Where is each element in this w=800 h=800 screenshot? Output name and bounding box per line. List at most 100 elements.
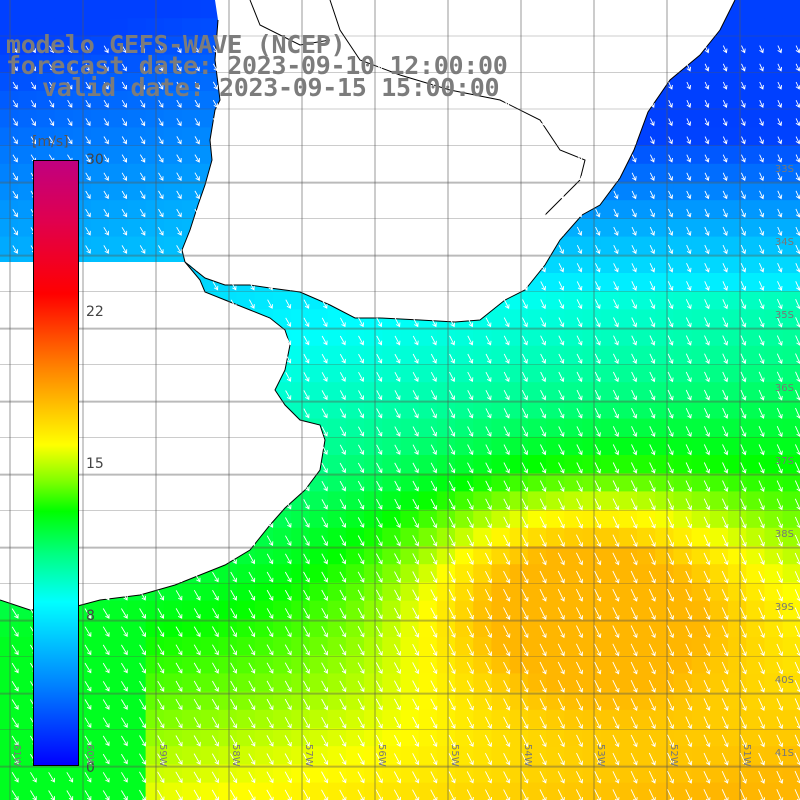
wind-arrow [248, 499, 256, 510]
wind-arrow [576, 208, 583, 218]
wind-speed-cell [291, 309, 310, 329]
wind-speed-cell [455, 728, 474, 747]
wind-arrow [667, 643, 675, 657]
wind-arrow [449, 190, 455, 200]
wind-arrow [412, 607, 420, 620]
wind-arrow [248, 372, 255, 382]
wind-speed-cell [709, 546, 729, 565]
wind-speed-cell [400, 491, 420, 511]
wind-speed-cell [527, 291, 547, 310]
wind-arrow [704, 100, 710, 108]
wind-arrow [504, 190, 510, 200]
wind-speed-cell [491, 309, 511, 329]
wind-arrow [339, 753, 347, 766]
wind-speed-cell [600, 364, 620, 383]
wind-speed-cell [782, 145, 800, 165]
wind-speed-cell [491, 618, 511, 638]
wind-speed-cell [509, 728, 529, 747]
wind-arrow [558, 208, 564, 218]
wind-arrow [211, 735, 219, 747]
wind-speed-cell [782, 527, 800, 547]
wind-arrow [321, 553, 328, 565]
wind-speed-cell [418, 400, 438, 420]
wind-speed-cell [564, 691, 583, 711]
wind-arrow [686, 45, 692, 54]
wind-speed-cell [564, 364, 583, 383]
wind-arrow [667, 389, 674, 401]
wind-arrow [157, 680, 165, 692]
longitude-label: 56W [376, 744, 387, 767]
wind-speed-cell [618, 400, 638, 420]
wind-speed-cell [509, 345, 529, 365]
wind-arrow [485, 244, 492, 255]
wind-speed-cell [145, 72, 165, 92]
wind-arrow [303, 172, 310, 182]
wind-speed-cell [709, 655, 729, 674]
wind-speed-cell [600, 436, 620, 456]
wind-speed-cell [418, 600, 438, 620]
wind-arrow [413, 117, 419, 127]
wind-speed-cell [564, 509, 583, 529]
wind-speed-cell [473, 418, 492, 438]
wind-speed-cell [564, 782, 583, 800]
wind-arrow [777, 100, 783, 108]
wind-speed-cell [473, 509, 492, 529]
wind-arrow [194, 335, 201, 346]
wind-speed-cell [728, 564, 747, 583]
wind-arrow [121, 190, 128, 200]
wind-arrow [85, 99, 91, 108]
wind-arrow [612, 680, 620, 693]
wind-arrow [140, 118, 146, 127]
wind-arrow [612, 426, 620, 438]
wind-arrow [449, 353, 456, 364]
wind-speed-cell [673, 418, 693, 438]
wind-arrow [685, 299, 692, 310]
wind-speed-cell [728, 673, 747, 693]
wind-speed-cell [691, 218, 711, 238]
wind-arrow [503, 734, 511, 748]
wind-speed-cell [163, 655, 183, 674]
wind-speed-cell [109, 691, 128, 711]
wind-arrow [231, 45, 237, 54]
wind-arrow [339, 644, 347, 656]
wind-speed-cell [637, 564, 656, 583]
wind-arrow [66, 772, 74, 783]
wind-arrow [612, 716, 620, 730]
wind-arrow [49, 100, 55, 108]
wind-speed-cell [655, 218, 674, 238]
wind-arrow [412, 535, 420, 547]
wind-arrow [595, 172, 601, 181]
wind-speed-cell [364, 491, 383, 511]
wind-speed-cell [546, 673, 565, 693]
wind-arrow [248, 535, 256, 547]
wind-arrow [358, 281, 364, 291]
wind-speed-cell [600, 582, 620, 602]
wind-speed-cell [436, 673, 456, 693]
wind-speed-cell [163, 673, 183, 693]
wind-speed-cell [691, 291, 711, 310]
wind-arrow [539, 570, 547, 584]
wind-arrow [685, 389, 692, 401]
wind-speed-cell [18, 91, 37, 110]
wind-arrow [230, 481, 237, 492]
wind-speed-cell [691, 618, 711, 638]
wind-speed-cell [637, 182, 656, 201]
wind-arrow [740, 534, 747, 547]
wind-speed-cell [382, 491, 401, 511]
wind-arrow [158, 154, 164, 163]
wind-speed-cell [618, 236, 638, 256]
wind-arrow [139, 680, 147, 692]
wind-speed-cell [709, 418, 729, 438]
wind-arrow [722, 81, 728, 90]
wind-speed-cell [564, 291, 583, 310]
wind-speed-cell [473, 382, 492, 401]
wind-arrow [230, 717, 238, 729]
wind-speed-cell [109, 0, 128, 19]
wind-arrow [376, 154, 382, 163]
wind-arrow [776, 734, 784, 748]
wind-arrow [539, 698, 547, 711]
wind-arrow [11, 626, 19, 637]
wind-speed-cell [200, 18, 219, 37]
wind-speed-cell [400, 364, 420, 383]
wind-arrow [176, 299, 182, 309]
